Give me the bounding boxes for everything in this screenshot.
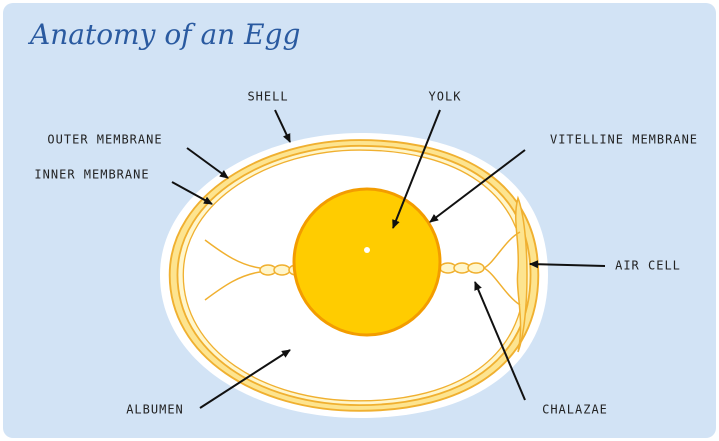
label: CHALAZAE [542, 403, 608, 417]
label: ALBUMEN [126, 403, 184, 417]
label: INNER MEMBRANE [34, 168, 149, 182]
title: Anatomy of an Egg [27, 18, 300, 51]
label: AIR CELL [615, 259, 681, 273]
label: YOLK [429, 90, 462, 104]
label: SHELL [247, 90, 288, 104]
label: OUTER MEMBRANE [47, 133, 162, 147]
egg-diagram: Anatomy of an Egg SHELL YOLK OUTER MEMBR… [0, 0, 719, 441]
label: VITELLINE MEMBRANE [550, 133, 698, 147]
